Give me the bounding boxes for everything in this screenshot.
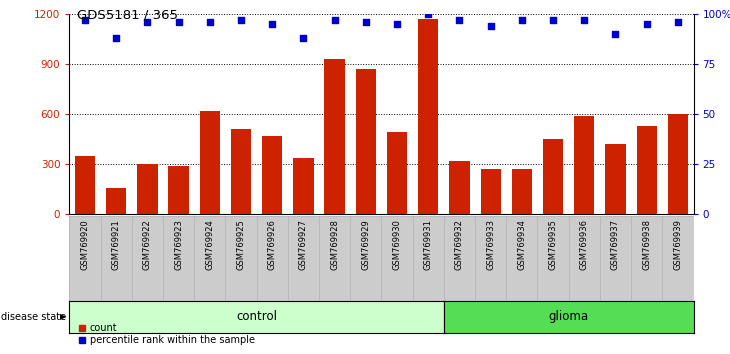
Text: GSM769932: GSM769932 <box>455 219 464 270</box>
Point <box>610 32 621 37</box>
Bar <box>231 129 251 214</box>
Text: GSM769931: GSM769931 <box>423 219 433 270</box>
Text: GSM769933: GSM769933 <box>486 219 495 270</box>
Text: GSM769939: GSM769939 <box>673 219 683 270</box>
Text: GSM769938: GSM769938 <box>642 219 651 270</box>
Text: GSM769925: GSM769925 <box>237 219 245 270</box>
Text: GSM769935: GSM769935 <box>548 219 558 270</box>
Text: GSM769934: GSM769934 <box>518 219 526 270</box>
Bar <box>293 158 314 214</box>
Point <box>204 19 215 25</box>
Point <box>79 17 91 23</box>
Point <box>142 19 153 25</box>
Text: GSM769923: GSM769923 <box>174 219 183 270</box>
Text: GSM769926: GSM769926 <box>268 219 277 270</box>
Bar <box>543 139 564 214</box>
Point <box>423 11 434 17</box>
Point <box>328 17 340 23</box>
Bar <box>74 156 95 214</box>
Text: GSM769937: GSM769937 <box>611 219 620 270</box>
Bar <box>137 164 158 214</box>
Point <box>485 23 496 29</box>
Text: GSM769936: GSM769936 <box>580 219 589 270</box>
Point <box>173 19 185 25</box>
Text: GSM769930: GSM769930 <box>393 219 402 270</box>
Bar <box>199 111 220 214</box>
Point <box>391 21 403 27</box>
Point <box>672 19 684 25</box>
Point <box>360 19 372 25</box>
Bar <box>668 114 688 214</box>
Point <box>453 17 465 23</box>
Text: GSM769921: GSM769921 <box>112 219 120 270</box>
Bar <box>449 161 469 214</box>
Point <box>110 35 122 41</box>
Point <box>641 21 653 27</box>
Text: control: control <box>236 310 277 323</box>
Bar <box>106 188 126 214</box>
Point <box>266 21 278 27</box>
Bar <box>387 132 407 214</box>
Bar <box>574 116 594 214</box>
Bar <box>480 169 501 214</box>
Bar <box>637 126 657 214</box>
Point <box>548 17 559 23</box>
Text: GSM769927: GSM769927 <box>299 219 308 270</box>
Legend: count, percentile rank within the sample: count, percentile rank within the sample <box>74 319 258 349</box>
Point <box>298 35 310 41</box>
Text: GSM769924: GSM769924 <box>205 219 215 270</box>
Point <box>516 17 528 23</box>
Text: GSM769928: GSM769928 <box>330 219 339 270</box>
Bar <box>605 144 626 214</box>
Text: ▶: ▶ <box>61 312 66 321</box>
Text: GDS5181 / 365: GDS5181 / 365 <box>77 9 177 22</box>
Text: glioma: glioma <box>549 310 588 323</box>
Bar <box>324 59 345 214</box>
Bar <box>356 69 376 214</box>
Point <box>235 17 247 23</box>
Bar <box>418 19 439 214</box>
Bar <box>262 136 283 214</box>
Text: GSM769920: GSM769920 <box>80 219 90 270</box>
Text: disease state: disease state <box>1 312 66 322</box>
Text: GSM769929: GSM769929 <box>361 219 370 270</box>
Text: GSM769922: GSM769922 <box>143 219 152 270</box>
Bar <box>512 169 532 214</box>
Point <box>578 17 590 23</box>
Bar <box>169 166 189 214</box>
